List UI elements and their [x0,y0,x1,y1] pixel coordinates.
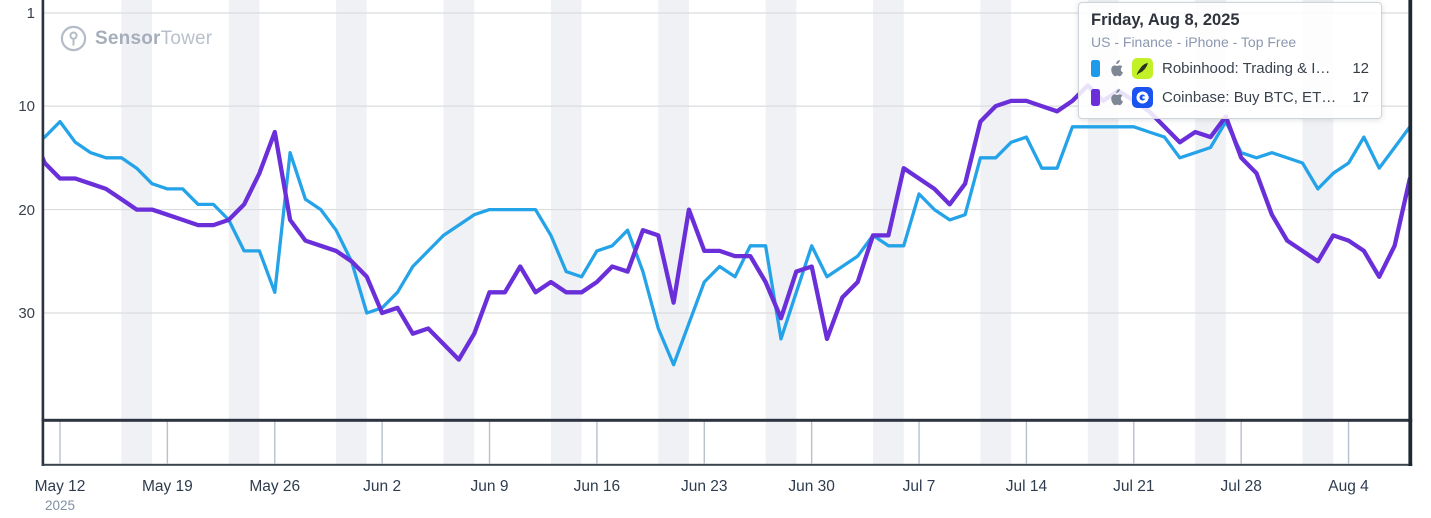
sensortower-logo-icon [60,25,87,52]
sensortower-watermark: SensorTower [60,25,212,52]
x-axis-label: Jul 28 [1220,478,1262,495]
axis-borders [41,0,1413,466]
x-axis-label: Jul 14 [1005,478,1048,495]
tooltip-row-coinbase: Coinbase: Buy BTC, ET… 17 [1091,87,1369,108]
x-axis-label: Jun 30 [788,478,835,495]
sensortower-wordmark: SensorTower [95,27,213,49]
x-axis-label: Jun 9 [470,478,509,495]
x-axis-year-label: 2025 [44,498,76,513]
x-axis-label: May 19 [141,478,193,495]
robinhood-series-swatch [1091,60,1100,77]
tooltip-category-subtitle: US - Finance - iPhone - Top Free [1091,34,1297,50]
robinhood-series-line[interactable] [29,119,1410,367]
weekend-stripe [336,0,367,464]
coinbase-series-swatch [1091,89,1100,106]
y-axis-label: 30 [18,305,35,322]
x-axis-label: Jun 16 [573,478,621,495]
robinhood-rank-value: 12 [1352,60,1369,77]
weekend-stripe [121,0,153,464]
apple-icon [1109,59,1124,78]
apple-icon [1109,88,1124,107]
x-axis-label: Aug 4 [1328,478,1369,495]
hover-tooltip: Friday, Aug 8, 2025 US - Finance - iPhon… [1078,2,1382,119]
robinhood-app-name: Robinhood: Trading & I… [1162,60,1331,77]
coinbase-series-line[interactable] [29,83,1410,362]
series-lines[interactable] [29,83,1410,367]
robinhood-app-icon [1132,58,1153,79]
tooltip-row-robinhood: Robinhood: Trading & I… 12 [1091,58,1369,79]
coinbase-app-icon [1132,87,1153,108]
x-axis-label: Jul 21 [1113,478,1155,495]
coinbase-app-name: Coinbase: Buy BTC, ET… [1162,89,1337,106]
coinbase-rank-value: 17 [1352,89,1369,106]
x-axis-label: May 12 [34,478,86,495]
timeline-navigator[interactable] [59,421,1350,464]
x-axis-label: Jun 23 [680,478,728,495]
x-axis-label: May 26 [249,478,301,495]
y-axis-label: 1 [26,5,35,22]
tooltip-date-title: Friday, Aug 8, 2025 [1091,11,1240,29]
x-axis-label: Jul 7 [902,478,936,495]
weekend-stripe [765,0,797,464]
y-axis-label: 20 [18,201,35,219]
y-axis-label: 10 [18,98,35,116]
weekend-stripe [980,0,1012,464]
x-axis-label: Jun 2 [363,478,402,495]
weekend-stripe [550,0,582,464]
